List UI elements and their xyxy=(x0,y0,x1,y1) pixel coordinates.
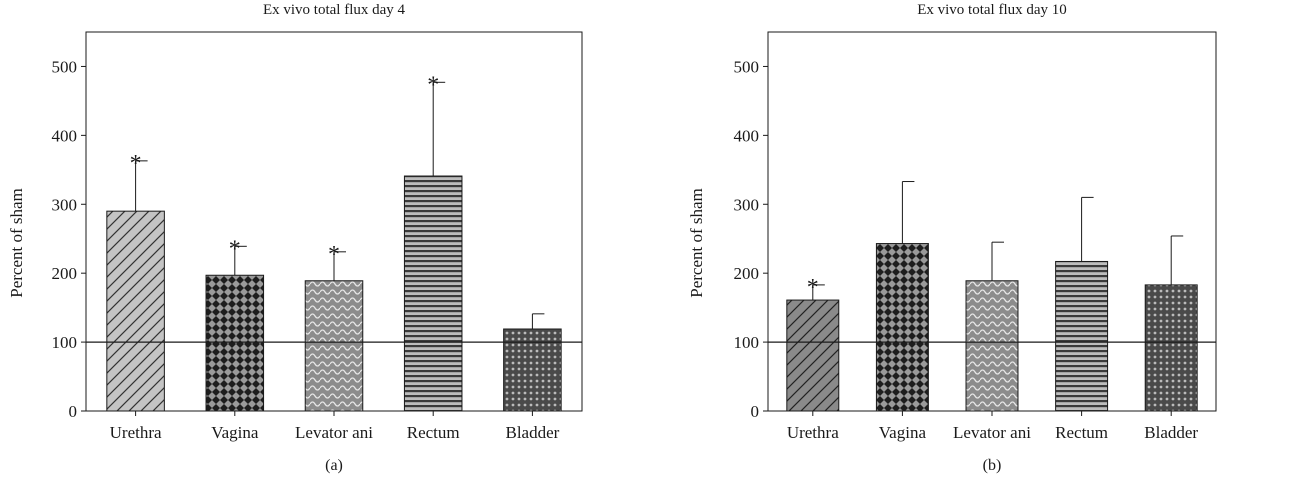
category-label: Bladder xyxy=(505,423,559,442)
y-tick-label: 100 xyxy=(52,333,78,352)
bar-1 xyxy=(106,210,165,412)
bar-2 xyxy=(875,243,929,412)
significance-marker: * xyxy=(328,242,340,268)
y-tick-label: 300 xyxy=(52,195,78,214)
category-label: Vagina xyxy=(211,423,259,442)
bar-5 xyxy=(503,328,562,412)
y-tick-label: 300 xyxy=(734,195,760,214)
significance-marker: * xyxy=(807,275,819,301)
category-label: Rectum xyxy=(1055,423,1108,442)
category-label: Levator ani xyxy=(295,423,373,442)
y-tick-label: 0 xyxy=(751,402,760,421)
y-tick-label: 500 xyxy=(734,57,760,76)
category-label: Urethra xyxy=(787,423,839,442)
bar-1 xyxy=(786,299,840,412)
y-tick-label: 200 xyxy=(734,264,760,283)
y-tick-label: 400 xyxy=(52,126,78,145)
significance-marker: * xyxy=(427,72,439,98)
chart-panel-a: Ex vivo total flux day 4 Percent of sham… xyxy=(7,2,583,474)
significance-marker: * xyxy=(130,151,142,177)
category-label: Rectum xyxy=(407,423,460,442)
panel-label: (b) xyxy=(983,457,1002,474)
category-label: Vagina xyxy=(879,423,927,442)
category-label: Levator ani xyxy=(953,423,1031,442)
bar-5 xyxy=(1144,284,1198,412)
bar-4 xyxy=(1055,260,1109,412)
y-axis-label: Percent of sham xyxy=(7,188,26,298)
significance-marker: * xyxy=(229,236,241,262)
y-tick-label: 400 xyxy=(734,126,760,145)
chart-title: Ex vivo total flux day 10 xyxy=(917,2,1067,18)
chart-panel-b: Ex vivo total flux day 10 Percent of sha… xyxy=(687,2,1217,474)
bar-4 xyxy=(403,175,463,412)
chart-title: Ex vivo total flux day 4 xyxy=(263,2,406,18)
y-tick-label: 500 xyxy=(52,57,78,76)
panel-label: (a) xyxy=(325,457,343,474)
y-tick-label: 0 xyxy=(69,402,78,421)
y-tick-label: 200 xyxy=(52,264,78,283)
bar-2 xyxy=(205,274,265,412)
bar-3 xyxy=(304,280,364,412)
bar-3 xyxy=(965,280,1019,412)
y-axis-label: Percent of sham xyxy=(687,188,706,298)
category-label: Urethra xyxy=(110,423,162,442)
y-tick-label: 100 xyxy=(734,333,760,352)
category-label: Bladder xyxy=(1144,423,1198,442)
